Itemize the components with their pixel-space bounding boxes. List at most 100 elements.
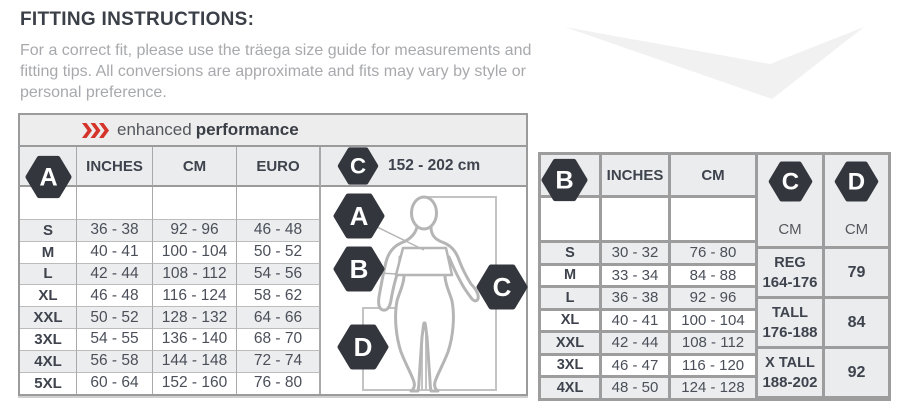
size-label: XXL xyxy=(20,307,77,329)
page-title: FITTING INSTRUCTIONS: xyxy=(20,9,255,30)
euro-value: 58 - 62 xyxy=(237,285,320,308)
cm-value: 76 - 80 xyxy=(671,243,755,263)
euro-value: 76 - 80 xyxy=(237,372,320,395)
inseam-unit: CM xyxy=(844,221,869,238)
connector-a-line xyxy=(370,223,425,251)
inches-value: 48 - 50 xyxy=(602,378,668,398)
badge-a-letter: A xyxy=(39,163,57,191)
spacer-cell xyxy=(77,187,153,220)
svg-text:C: C xyxy=(493,272,512,302)
size-label: 5XL xyxy=(20,372,77,395)
height-range-text: 152 - 202 cm xyxy=(388,157,481,174)
brand-bar: enhanced performance xyxy=(20,115,526,147)
badge-a-diagram: A xyxy=(333,193,385,239)
cm-value: 92 - 96 xyxy=(153,220,237,242)
col-header-cm: CM xyxy=(671,155,755,195)
badge-c2-letter: C xyxy=(781,169,798,196)
col-header-cm: CM xyxy=(153,147,237,187)
size-label: XL xyxy=(20,285,77,308)
cm-value: 152 - 160 xyxy=(153,372,237,395)
col-header-inches: INCHES xyxy=(602,155,668,195)
size-label: S xyxy=(541,243,599,263)
size-label: 4XL xyxy=(541,378,599,398)
inches-value: 42 - 44 xyxy=(602,333,668,353)
euro-value: 50 - 52 xyxy=(237,241,320,264)
col-header-euro: EURO xyxy=(237,147,320,187)
height-range-header: C 152 - 202 cm xyxy=(321,147,526,187)
intro-text: For a correct fit, please use the träega… xyxy=(20,42,532,101)
spacer-cell xyxy=(602,198,668,240)
height-column-header: C CM xyxy=(758,155,822,246)
badge-d-hexagon: D xyxy=(834,161,879,202)
badge-b-letter: B xyxy=(555,166,573,194)
euro-value: 64 - 66 xyxy=(237,307,320,329)
size-table-b: B INCHES CM S 30 - 32 76 - 80 M 33 - 34 … xyxy=(538,152,891,401)
head-outline xyxy=(410,195,438,231)
size-label: M xyxy=(541,265,599,285)
svg-text:A: A xyxy=(350,201,369,231)
cm-value: 116 - 120 xyxy=(671,355,755,375)
inches-value: 40 - 41 xyxy=(602,310,668,330)
inches-value: 36 - 38 xyxy=(77,220,153,242)
size-label: XL xyxy=(541,310,599,330)
brand-word-performance: performance xyxy=(195,120,299,139)
badge-b-diagram: B xyxy=(333,246,385,292)
inches-value: 50 - 52 xyxy=(77,307,153,329)
svg-text:B: B xyxy=(350,254,369,284)
badge-d-diagram: D xyxy=(337,324,389,370)
col-header-inches: INCHES xyxy=(77,147,153,187)
cm-value: 92 - 96 xyxy=(671,288,755,308)
inseam-value: 84 xyxy=(825,299,888,346)
cm-value: 136 - 140 xyxy=(153,328,237,351)
cm-value: 108 - 112 xyxy=(153,263,237,286)
euro-value: 46 - 48 xyxy=(237,220,320,242)
size-label: 4XL xyxy=(20,350,77,373)
cm-value: 124 - 128 xyxy=(671,378,755,398)
height-unit: CM xyxy=(778,221,802,238)
size-label: S xyxy=(20,220,77,242)
inseam-value: 92 xyxy=(825,349,888,396)
size-label: 3XL xyxy=(541,355,599,375)
measurement-grid-a: INCHES CM EURO S 36 - 38 92 - 96 46 - 48… xyxy=(20,147,320,395)
height-entry: X TALL 188-202 xyxy=(758,349,822,396)
inseam-value: 79 xyxy=(825,249,888,296)
inches-value: 42 - 44 xyxy=(77,263,153,286)
euro-value: 72 - 74 xyxy=(237,350,320,373)
body-diagram-column: C 152 - 202 cm xyxy=(320,147,528,395)
size-label: M xyxy=(20,241,77,264)
cm-value: 100 - 104 xyxy=(671,310,755,330)
cm-value: 100 - 104 xyxy=(153,241,237,264)
size-table-a: enhanced performance A INCHES CM EURO S … xyxy=(18,113,528,397)
badge-d-letter: D xyxy=(848,169,865,196)
inches-value: 46 - 48 xyxy=(77,285,153,308)
inches-value: 40 - 41 xyxy=(77,241,153,264)
cm-value: 128 - 132 xyxy=(153,307,237,329)
size-label: 3XL xyxy=(20,328,77,351)
badge-c-diagram: C xyxy=(476,264,528,310)
size-label: XXL xyxy=(541,333,599,353)
badge-c-letter: C xyxy=(350,153,366,178)
size-label: L xyxy=(20,263,77,286)
badge-c2-hexagon: C xyxy=(768,161,812,202)
cm-value: 116 - 124 xyxy=(153,285,237,308)
brand-word-enhanced: enhanced xyxy=(117,120,192,139)
triple-chevron-icon xyxy=(82,122,109,138)
inches-value: 60 - 64 xyxy=(77,372,153,395)
body-diagram: A B C D xyxy=(321,187,528,394)
inches-value: 56 - 58 xyxy=(77,350,153,373)
spacer-cell xyxy=(153,187,237,220)
size-label: L xyxy=(541,288,599,308)
height-entry: REG 164-176 xyxy=(758,249,822,296)
inches-value: 30 - 32 xyxy=(602,243,668,263)
spacer-cell xyxy=(671,198,755,240)
chest-waist-band xyxy=(394,246,454,277)
euro-value: 68 - 70 xyxy=(237,328,320,351)
cm-value: 108 - 112 xyxy=(671,333,755,353)
inches-value: 54 - 55 xyxy=(77,328,153,351)
spacer-cell xyxy=(541,198,599,240)
cm-value: 84 - 88 xyxy=(671,265,755,285)
inseam-column-header: D CM xyxy=(825,155,888,246)
euro-value: 54 - 56 xyxy=(237,263,320,286)
cm-value: 144 - 148 xyxy=(153,350,237,373)
